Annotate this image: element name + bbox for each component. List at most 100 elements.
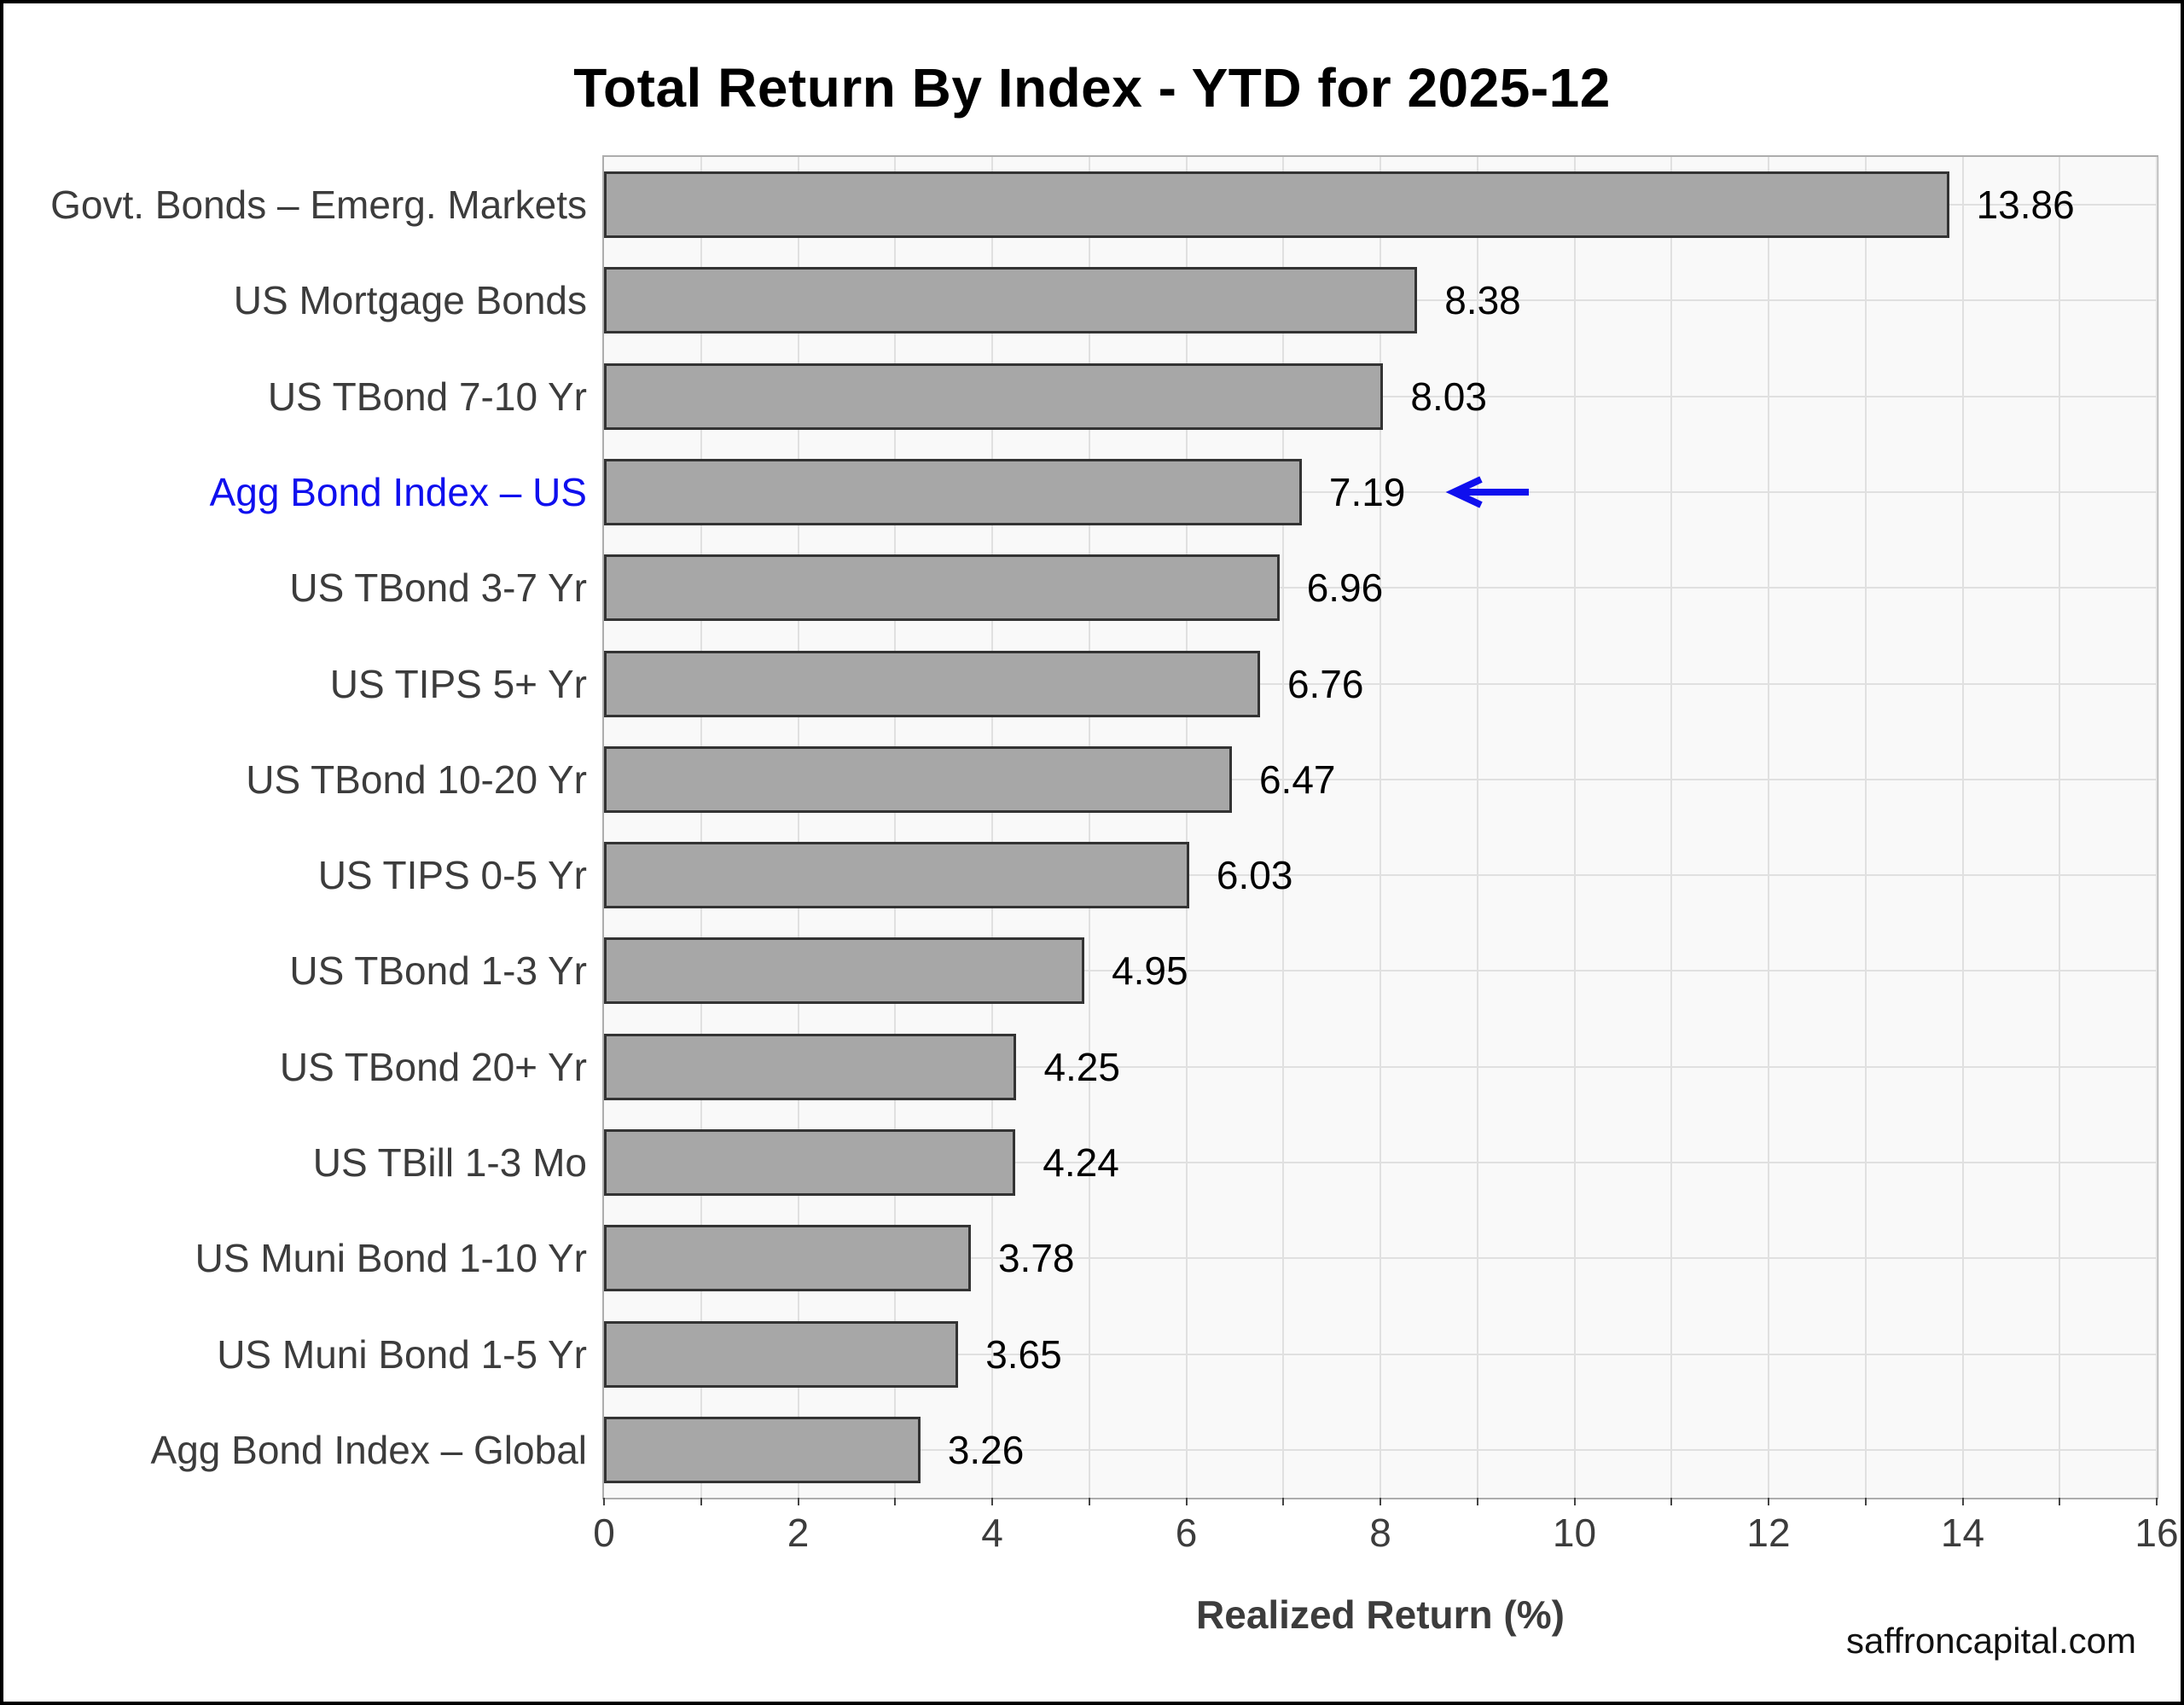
tick-label: 2 bbox=[787, 1511, 810, 1555]
horizontal-gridline bbox=[604, 1353, 2157, 1355]
x-axis-label: Realized Return (%) bbox=[1196, 1592, 1565, 1637]
value-label: 3.26 bbox=[947, 1427, 1025, 1472]
tick-label: 6 bbox=[1175, 1511, 1198, 1555]
value-label: 4.95 bbox=[1112, 948, 1188, 994]
tick-mark bbox=[1864, 1498, 1867, 1505]
bar-row: US TBond 1-3 Yr 4.95 bbox=[289, 923, 2157, 1018]
tick-label: 8 bbox=[1369, 1511, 1391, 1555]
value-label: 6.03 bbox=[1216, 853, 1293, 898]
bar-rows: Govt. Bonds – Emerg. Markets 13.86 US Mort… bbox=[50, 157, 2157, 1498]
tick-mark bbox=[894, 1498, 897, 1505]
category-label: US TIPS 0-5 Yr bbox=[317, 853, 587, 898]
tick-mark bbox=[2059, 1498, 2061, 1505]
bar-row: US TIPS 5+ Yr 6.76 bbox=[330, 635, 2157, 731]
bar bbox=[604, 1416, 921, 1483]
bar-row: Govt. Bonds – Emerg. Markets 13.86 bbox=[50, 157, 2157, 252]
bar bbox=[604, 650, 1260, 717]
watermark-text: saffroncapital.com bbox=[1845, 1621, 2136, 1661]
bar bbox=[604, 842, 1189, 909]
bar-row: US TBond 20+ Yr 4.25 bbox=[280, 1019, 2157, 1115]
value-label: 4.24 bbox=[1043, 1140, 1119, 1185]
vertical-gridline bbox=[1961, 157, 1964, 1498]
vertical-gridline bbox=[1768, 157, 1769, 1498]
horizontal-gridline bbox=[604, 491, 2157, 493]
bar bbox=[604, 554, 1280, 622]
vertical-gridline bbox=[1573, 157, 1576, 1498]
bar-row: Agg Bond Index – Global 3.26 bbox=[151, 1402, 2157, 1498]
value-label: 13.86 bbox=[1976, 183, 2075, 228]
tick-mark bbox=[1476, 1498, 1478, 1505]
vertical-gridline bbox=[1864, 157, 1867, 1498]
tick-mark bbox=[797, 1498, 799, 1505]
category-label: US Mortgage Bonds bbox=[233, 278, 587, 323]
vertical-gridline bbox=[1185, 157, 1188, 1498]
value-label: 6.76 bbox=[1287, 661, 1364, 706]
tick-label: 0 bbox=[593, 1511, 615, 1555]
category-label: US TBond 3-7 Yr bbox=[289, 565, 587, 611]
value-label: 4.25 bbox=[1043, 1044, 1120, 1089]
value-label: 6.47 bbox=[1258, 757, 1336, 802]
horizontal-gridline bbox=[604, 874, 2157, 877]
tick-label: 10 bbox=[1552, 1511, 1597, 1555]
value-label: 3.65 bbox=[985, 1331, 1062, 1377]
tick-mark bbox=[603, 1498, 605, 1505]
bar-row: US Mortgage Bonds 8.38 bbox=[234, 252, 2157, 348]
bar bbox=[604, 1225, 971, 1292]
horizontal-gridline bbox=[604, 970, 2157, 972]
tick-label: 16 bbox=[2135, 1511, 2179, 1555]
tick-mark bbox=[1768, 1498, 1769, 1505]
category-label: Agg Bond Index – Global bbox=[150, 1427, 587, 1472]
tick-mark bbox=[1282, 1498, 1285, 1505]
category-label: US TBond 20+ Yr bbox=[279, 1044, 587, 1089]
category-label: Agg Bond Index – US bbox=[209, 469, 587, 514]
bar-row: Agg Bond Index – US 7.19 bbox=[210, 444, 2157, 540]
bar bbox=[604, 937, 1085, 1005]
vertical-gridline bbox=[2156, 157, 2158, 1498]
bar bbox=[604, 267, 1418, 334]
bar-row: US TBond 10-20 Yr 6.47 bbox=[246, 732, 2157, 827]
tick-label: 4 bbox=[981, 1511, 1003, 1555]
horizontal-gridline bbox=[604, 778, 2157, 780]
value-label: 7.19 bbox=[1328, 469, 1406, 514]
bar bbox=[604, 458, 1302, 525]
category-label: US TBond 10-20 Yr bbox=[246, 757, 587, 802]
category-label: US TIPS 5+ Yr bbox=[329, 661, 587, 706]
bar bbox=[604, 1320, 959, 1388]
tick-mark bbox=[700, 1498, 702, 1505]
horizontal-gridline bbox=[604, 587, 2157, 589]
value-label: 8.03 bbox=[1410, 374, 1487, 419]
value-label: 6.96 bbox=[1306, 565, 1384, 611]
bar bbox=[604, 1128, 1016, 1196]
category-label: US Muni Bond 1-5 Yr bbox=[217, 1331, 587, 1377]
plot-area: Govt. Bonds – Emerg. Markets 13.86 US Mort… bbox=[50, 155, 2179, 1555]
bar bbox=[604, 1033, 1017, 1100]
bar-row: US TBill 1-3 Mo 4.24 bbox=[313, 1115, 2157, 1210]
highlight-left-arrow-icon bbox=[1445, 475, 1531, 509]
tick-mark bbox=[1380, 1498, 1381, 1505]
horizontal-gridline bbox=[604, 1448, 2157, 1451]
horizontal-gridline bbox=[604, 1065, 2157, 1068]
vertical-gridline bbox=[2059, 157, 2061, 1498]
x-axis-ticks: 0 2 4 6 8 10 12 14 16 bbox=[593, 1498, 2179, 1575]
bar bbox=[604, 745, 1232, 813]
vertical-gridline bbox=[894, 157, 897, 1498]
tick-label: 12 bbox=[1746, 1511, 1791, 1555]
tick-mark bbox=[1573, 1498, 1576, 1505]
category-label: US TBond 1-3 Yr bbox=[289, 948, 587, 994]
bar bbox=[604, 171, 1949, 239]
vertical-gridline bbox=[991, 157, 993, 1498]
category-label: US TBill 1-3 Mo bbox=[312, 1140, 587, 1185]
value-label: 8.38 bbox=[1444, 278, 1521, 323]
tick-mark bbox=[1088, 1498, 1090, 1505]
bar bbox=[604, 362, 1384, 430]
category-label: Govt. Bonds – Emerg. Markets bbox=[50, 183, 587, 228]
horizontal-gridline bbox=[604, 1257, 2157, 1260]
tick-mark bbox=[1961, 1498, 1964, 1505]
bar-row: US TIPS 0-5 Yr 6.03 bbox=[318, 827, 2157, 923]
vertical-gridline bbox=[1088, 157, 1090, 1498]
tick-label: 14 bbox=[1940, 1511, 1985, 1555]
value-label: 3.78 bbox=[997, 1236, 1075, 1281]
bar-row: US TBond 3-7 Yr 6.96 bbox=[289, 540, 2157, 635]
category-label: US TBond 7-10 Yr bbox=[267, 374, 587, 419]
